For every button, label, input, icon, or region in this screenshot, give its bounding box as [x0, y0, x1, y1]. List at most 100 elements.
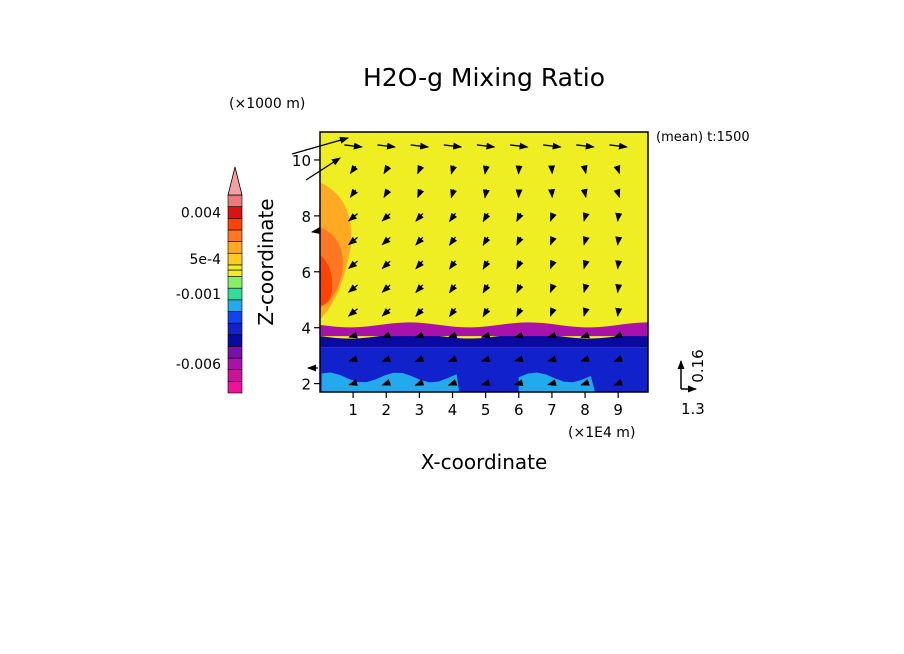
wind-vector: [516, 283, 524, 294]
wind-vector: [513, 379, 524, 387]
y-tick-label: 4: [301, 320, 311, 338]
x-tick-label: 8: [580, 401, 590, 419]
x-tick-label: 4: [448, 401, 458, 419]
contour-field: [320, 132, 648, 392]
wind-vector: [410, 142, 430, 150]
wind-vector: [516, 236, 524, 246]
colorbar-swatch: [227, 194, 243, 207]
colorbar-extension-arrow: [227, 166, 243, 196]
wind-vector: [549, 307, 557, 317]
edge-vectors: [291, 136, 349, 372]
wind-vector: [609, 142, 628, 150]
colorbar: 0.004 5e-4 -0.001 -0.006: [176, 166, 243, 394]
colorbar-swatch: [227, 334, 243, 347]
wind-vector: [383, 188, 392, 198]
wind-vector: [381, 260, 391, 270]
inversion-band-region: [320, 322, 648, 337]
colorbar-swatch: [227, 252, 243, 266]
y-tick-label: 10: [292, 152, 311, 170]
wind-vector: [615, 236, 623, 246]
wind-vector: [482, 260, 491, 270]
wind-vector: [613, 331, 624, 339]
wind-vector: [415, 284, 424, 294]
edge-vector: [311, 227, 321, 235]
wind-vector: [613, 355, 624, 363]
wind-vector: [580, 355, 590, 362]
wind-vector: [580, 164, 588, 175]
wind-vector: [417, 164, 425, 175]
wind-vector: [548, 188, 556, 199]
wind-vector: [480, 355, 491, 363]
wind-vector: [548, 165, 556, 175]
wind-vector: [482, 307, 491, 318]
colorbar-swatch: [227, 369, 243, 382]
wind-vector: [482, 189, 490, 199]
colorbar-swatch: [227, 311, 243, 324]
wind-vector: [414, 355, 425, 363]
reference-vector: 1.3 0.16: [677, 349, 707, 418]
x-axis-label: X-coordinate: [421, 450, 548, 474]
reference-vector-z-label: 0.16: [689, 349, 707, 382]
wind-vector: [480, 379, 491, 386]
wind-vector: [549, 235, 557, 246]
wind-vector: [417, 188, 425, 199]
colorbar-tick-label: 5e-4: [190, 252, 222, 268]
wind-vector: [580, 331, 590, 339]
wind-vector: [347, 284, 358, 293]
wind-vector: [447, 331, 458, 339]
wind-vector: [349, 188, 359, 198]
colorbar-swatch: [227, 264, 243, 271]
wind-vector: [377, 142, 397, 150]
reference-vector-x-label: 1.3: [681, 400, 705, 418]
wind-vector: [450, 165, 457, 175]
colorbar-swatch: [227, 322, 243, 336]
edge-vector: [291, 136, 349, 155]
colorbar-swatch: [227, 346, 243, 359]
wind-vector: [509, 142, 529, 150]
wind-vector: [547, 331, 557, 339]
wind-vector: [448, 236, 458, 246]
colorbar-tick-label: 0.004: [181, 205, 221, 221]
y-tick-label: 2: [301, 376, 311, 394]
wind-vector: [615, 212, 623, 222]
wind-vector: [347, 308, 358, 317]
x-tick-label: 6: [514, 401, 524, 419]
wind-vector: [482, 284, 491, 294]
dark-band-region: [320, 333, 648, 348]
x-tick-label: 9: [613, 401, 623, 419]
wind-vector: [381, 355, 392, 362]
wind-vector: [414, 331, 425, 339]
wind-vector: [615, 260, 623, 270]
colorbar-swatch: [227, 206, 243, 219]
wind-vector: [450, 188, 457, 199]
plot-frame: [319, 131, 649, 393]
x-tick-label: 3: [415, 401, 425, 419]
x-tick-label: 2: [381, 401, 391, 419]
wind-vectors: [344, 142, 628, 387]
wind-vector: [349, 164, 359, 175]
colorbar-swatch: [227, 269, 243, 277]
wind-vector: [415, 212, 424, 222]
wind-vector: [547, 355, 557, 363]
y-tick-label: 6: [301, 264, 311, 282]
wind-vector: [613, 378, 624, 386]
x-axis: 1 2 3 4 5 6 7 8 9: [348, 392, 623, 419]
wind-vector: [549, 283, 557, 294]
wind-vector: [347, 213, 358, 222]
x-tick-label: 5: [481, 401, 491, 419]
colorbar-tick-label: -0.006: [176, 357, 221, 373]
y-tick-label: 8: [301, 208, 311, 226]
wind-vector: [448, 212, 458, 223]
wind-vector: [613, 188, 621, 199]
wind-vector: [549, 212, 557, 222]
colorbar-swatch: [227, 287, 243, 301]
edge-vector: [305, 157, 341, 181]
wind-vector: [383, 164, 392, 175]
wind-vector: [513, 331, 524, 339]
wind-vector: [347, 236, 358, 246]
wind-vector: [448, 284, 458, 294]
wind-vector: [415, 236, 424, 246]
wind-vector: [613, 164, 621, 175]
colorbar-swatch: [227, 276, 243, 289]
